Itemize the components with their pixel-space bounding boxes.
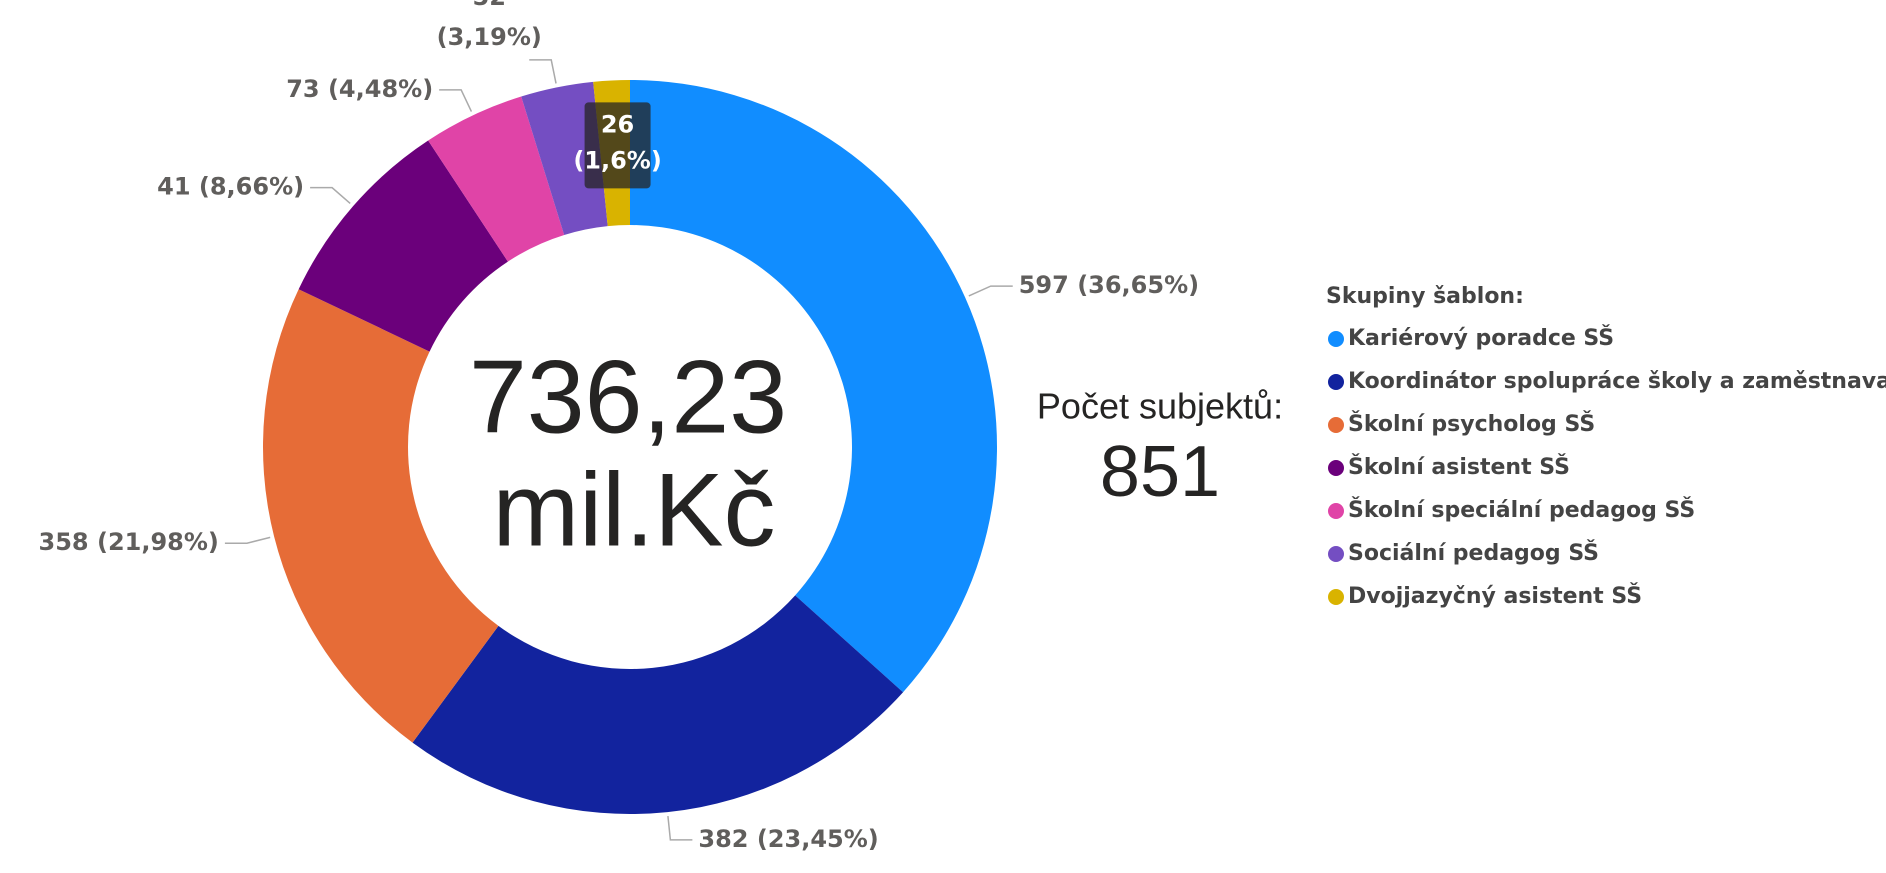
legend-marker <box>1328 546 1344 562</box>
leader-line <box>529 59 557 84</box>
legend-marker <box>1328 331 1344 347</box>
center-unit: mil.Kč <box>492 452 775 568</box>
center-value: 736,23 <box>469 339 787 455</box>
data-label: 382 (23,45%) <box>698 825 878 853</box>
data-label: 73 (4,48%) <box>286 75 433 103</box>
data-label: 597 (36,65%) <box>1019 271 1199 299</box>
leader-line <box>439 89 473 112</box>
legend-label: Školní asistent SŠ <box>1348 454 1570 480</box>
side-value: 851 <box>1100 432 1220 512</box>
data-label: 358 (21,98%) <box>39 528 219 556</box>
legend-marker <box>1328 589 1344 605</box>
label-box <box>584 102 651 189</box>
side-label: Počet subjektů: <box>1037 386 1283 427</box>
legend-marker <box>1328 417 1344 433</box>
data-label: 26 (1,6%) <box>573 110 662 174</box>
legend-label: Sociální pedagog SŠ <box>1348 540 1599 566</box>
donut-slice <box>630 80 997 693</box>
legend-marker <box>1328 460 1344 476</box>
donut-slice <box>298 140 508 352</box>
legend-title: Skupiny šablon: <box>1326 284 1524 309</box>
legend-label: Školní psycholog SŠ <box>1348 411 1595 437</box>
data-label: 41 (8,66%) <box>157 173 304 201</box>
donut-slice <box>428 96 565 262</box>
legend-label: Školní speciální pedagog SŠ <box>1348 497 1695 523</box>
data-label: 52(3,19%) <box>437 0 542 51</box>
legend-marker <box>1328 503 1344 519</box>
legend-label: Koordinátor spolupráce školy a zaměstnav… <box>1348 369 1886 394</box>
donut-slice <box>263 289 499 743</box>
leader-line <box>224 536 271 544</box>
legend-label: Kariérový poradce SŠ <box>1348 325 1614 351</box>
leader-line <box>310 186 351 204</box>
donut-slice <box>412 595 904 815</box>
leader-line <box>667 815 693 841</box>
legend-label: Dvojjazyčný asistent SŠ <box>1348 583 1642 609</box>
legend-marker <box>1328 374 1344 390</box>
leader-line <box>968 285 1013 297</box>
